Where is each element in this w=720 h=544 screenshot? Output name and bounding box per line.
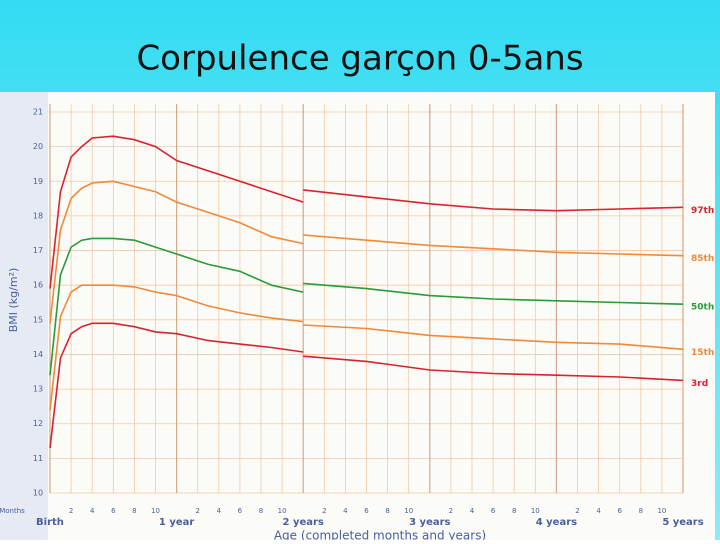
- legend-label: 3rd: [691, 379, 708, 389]
- y-tick-label: 10: [33, 489, 43, 498]
- x-tick-label: 4 years: [536, 517, 577, 528]
- y-tick-label: 16: [33, 281, 43, 290]
- legend-label: 50th: [691, 303, 714, 313]
- x-tick-label: 4: [596, 507, 601, 515]
- x-tick-label: 10: [278, 507, 287, 515]
- x-tick-label: 4: [343, 507, 348, 515]
- x-tick-label: 2: [195, 507, 199, 515]
- y-tick-label: 15: [33, 315, 43, 324]
- x-tick-label: 2: [449, 507, 453, 515]
- x-tick-label: 8: [639, 507, 643, 515]
- y-tick-label: 12: [33, 419, 43, 428]
- x-tick-label: 1 year: [159, 517, 194, 528]
- x-tick-label: 10: [657, 507, 666, 515]
- x-tick-label: 4: [217, 507, 222, 515]
- x-tick-label: 6: [491, 507, 496, 515]
- y-tick-label: 14: [33, 350, 43, 359]
- y-tick-label: 19: [33, 177, 43, 186]
- x-tick-label: 2 years: [283, 517, 324, 528]
- percentile-line: [49, 322, 684, 449]
- legend-label: 15th: [691, 348, 714, 358]
- y-tick-label: 20: [33, 142, 43, 151]
- x-tick-label: 6: [111, 507, 116, 515]
- percentile-line: [49, 284, 684, 410]
- x-tick-label: 10: [151, 507, 160, 515]
- y-tick-label: 18: [33, 211, 43, 220]
- x-tick-label: 8: [512, 507, 516, 515]
- percentile-line: [49, 237, 684, 376]
- x-tick-label: 4: [90, 507, 95, 515]
- x-tick-label: Birth: [36, 517, 64, 528]
- percentile-line: [49, 135, 684, 289]
- x-tick-label: 6: [617, 507, 622, 515]
- x-tick-label: 2: [575, 507, 579, 515]
- x-tick-label: 4: [470, 507, 475, 515]
- x-tick-label: 2: [322, 507, 326, 515]
- legend-label: 85th: [691, 254, 714, 264]
- x-tick-label: 5 years: [662, 517, 703, 528]
- x-tick-label: 8: [385, 507, 389, 515]
- chart-panel: [0, 92, 715, 540]
- y-axis-label: BMI (kg/m²): [7, 268, 20, 333]
- y-tick-label: 11: [33, 454, 43, 463]
- legend-label: 97th: [691, 206, 714, 216]
- percentile-line: [49, 180, 684, 324]
- axis-strip: [0, 92, 48, 540]
- x-tick-label: 2: [69, 507, 73, 515]
- chart-title: Corpulence garçon 0-5ans: [136, 39, 583, 79]
- x-unit-label: Months: [0, 507, 25, 515]
- x-tick-label: 8: [259, 507, 263, 515]
- x-tick-label: 10: [404, 507, 413, 515]
- plot: 10 11 12 13 14 15 16 17 18 19 20 21 Birth 2 4 6 8 10 1 yea…: [33, 104, 714, 528]
- y-tick-label: 21: [33, 108, 43, 117]
- x-tick-label: 6: [238, 507, 243, 515]
- y-tick-label: 17: [33, 246, 43, 255]
- y-tick-label: 13: [33, 385, 43, 394]
- x-tick-label: 3 years: [409, 517, 450, 528]
- x-tick-label: 8: [132, 507, 136, 515]
- x-tick-label: 6: [364, 507, 369, 515]
- x-axis-label: Age (completed months and years): [274, 529, 486, 541]
- x-tick-label: 10: [531, 507, 540, 515]
